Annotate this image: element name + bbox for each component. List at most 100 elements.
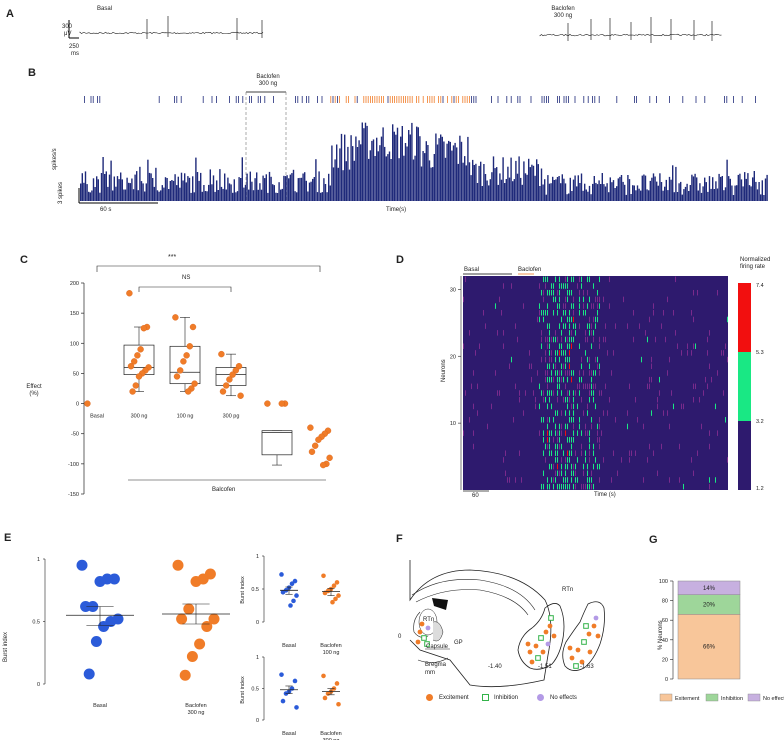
heatmap-cell xyxy=(549,450,550,456)
heatmap-cell xyxy=(561,316,562,323)
heatmap-cell xyxy=(551,356,552,363)
heatmap-cell xyxy=(627,410,628,416)
histogram-bar xyxy=(438,138,440,201)
c-data-point xyxy=(130,358,138,365)
heatmap-cell xyxy=(611,370,612,376)
g-y-tick-label: 100 xyxy=(659,579,668,585)
histogram-bar xyxy=(516,173,519,201)
heatmap-cell xyxy=(587,303,588,309)
heatmap-cell xyxy=(597,303,598,309)
heatmap-cell xyxy=(589,370,590,376)
heatmap-cell xyxy=(555,336,556,343)
heatmap-cell xyxy=(655,336,656,343)
heatmap-cell xyxy=(563,483,564,490)
heatmap-cell xyxy=(603,336,604,343)
heatmap-cell xyxy=(559,276,560,283)
histogram-bar xyxy=(219,169,221,201)
heatmap-cell xyxy=(549,323,550,329)
heatmap-cell xyxy=(531,363,532,370)
heatmap-cell xyxy=(579,390,580,396)
histogram-bar xyxy=(220,186,223,201)
heatmap-cell xyxy=(581,276,582,283)
heatmap-cell xyxy=(565,423,566,430)
histogram-bar xyxy=(214,191,216,201)
heatmap-cell xyxy=(653,310,654,316)
histogram-bar xyxy=(91,190,93,201)
heatmap-cell xyxy=(557,396,558,403)
heatmap-cell xyxy=(531,376,532,383)
histogram-bar xyxy=(225,189,227,201)
c-data-point xyxy=(127,362,135,370)
e-data-point xyxy=(289,581,295,587)
no-effect-neuron xyxy=(545,641,551,647)
heatmap-cell xyxy=(649,316,650,323)
histogram-bar xyxy=(612,180,615,201)
heatmap-cell xyxy=(583,463,584,470)
g-legend-label: Inhibition xyxy=(721,696,743,702)
heatmap-cell xyxy=(543,296,544,303)
histogram-bar xyxy=(345,161,347,201)
heatmap-cell xyxy=(463,430,464,436)
excitement-neuron xyxy=(551,633,557,639)
histogram-bar xyxy=(244,184,247,201)
heatmap-cell xyxy=(577,383,578,390)
histogram-bar xyxy=(676,192,679,201)
heatmap-cell xyxy=(585,310,586,316)
heatmap-cell xyxy=(569,396,570,403)
c-y-tick-label: -150 xyxy=(68,492,79,498)
heatmap-cell xyxy=(585,430,586,436)
histogram-bar xyxy=(198,180,200,201)
histogram-bar xyxy=(467,136,469,201)
heatmap-cell xyxy=(565,296,566,303)
heatmap-cell xyxy=(661,443,662,450)
histogram-bar xyxy=(145,183,147,201)
heatmap-cell xyxy=(501,310,502,316)
heatmap-cell xyxy=(543,276,544,283)
heatmap-cell xyxy=(597,363,598,370)
histogram-bar xyxy=(358,140,360,201)
histogram-bar xyxy=(164,177,167,201)
c-data-point xyxy=(307,424,314,431)
histogram-bar xyxy=(761,180,763,201)
c-data-point xyxy=(237,392,244,399)
heatmap-cell xyxy=(583,483,584,490)
histogram-bar xyxy=(700,192,703,201)
heatmap-cell xyxy=(557,383,558,390)
heatmap-cell xyxy=(569,457,570,463)
heatmap-cell xyxy=(473,430,474,436)
heatmap-cell xyxy=(589,457,590,463)
histogram-bar xyxy=(568,193,570,201)
heatmap-cell xyxy=(599,370,600,376)
histogram-bar xyxy=(136,171,138,201)
heatmap-cell xyxy=(593,450,594,456)
heatmap-cell xyxy=(547,437,548,443)
heatmap-cell xyxy=(691,457,692,463)
heatmap-cell xyxy=(547,343,548,349)
heatmap-cell xyxy=(519,390,520,396)
neuron-percent-stacked-bar: 100 80 60 40 20 0 66% 20% 14% Exitement Inhibition… xyxy=(659,579,784,702)
heatmap-cell xyxy=(591,303,592,309)
histogram-bar xyxy=(619,176,621,201)
scale-amp-value: 300 xyxy=(62,24,73,30)
g-legend-swatch xyxy=(747,693,761,702)
heatmap-cell xyxy=(561,470,562,477)
heatmap-cell xyxy=(581,443,582,450)
heatmap-cell xyxy=(597,430,598,436)
heatmap-cell xyxy=(599,363,600,370)
e-data-point xyxy=(179,669,191,681)
histogram-bar xyxy=(216,180,218,201)
histogram-bar xyxy=(296,192,298,201)
c-data-point xyxy=(235,362,243,370)
histogram-bar xyxy=(318,171,320,201)
heatmap-cell xyxy=(565,477,566,483)
heatmap-cell xyxy=(569,483,570,490)
histogram-bar xyxy=(548,183,551,201)
heatmap-cell xyxy=(589,363,590,370)
histogram-bar xyxy=(683,189,685,201)
histogram-bar xyxy=(184,173,186,201)
heatmap-cell xyxy=(543,417,544,423)
colorbar-tick-label: 1.2 xyxy=(756,486,764,492)
heatmap-cell xyxy=(681,403,682,410)
heatmap-cell xyxy=(557,450,558,456)
no-effect-neuron xyxy=(425,625,431,631)
